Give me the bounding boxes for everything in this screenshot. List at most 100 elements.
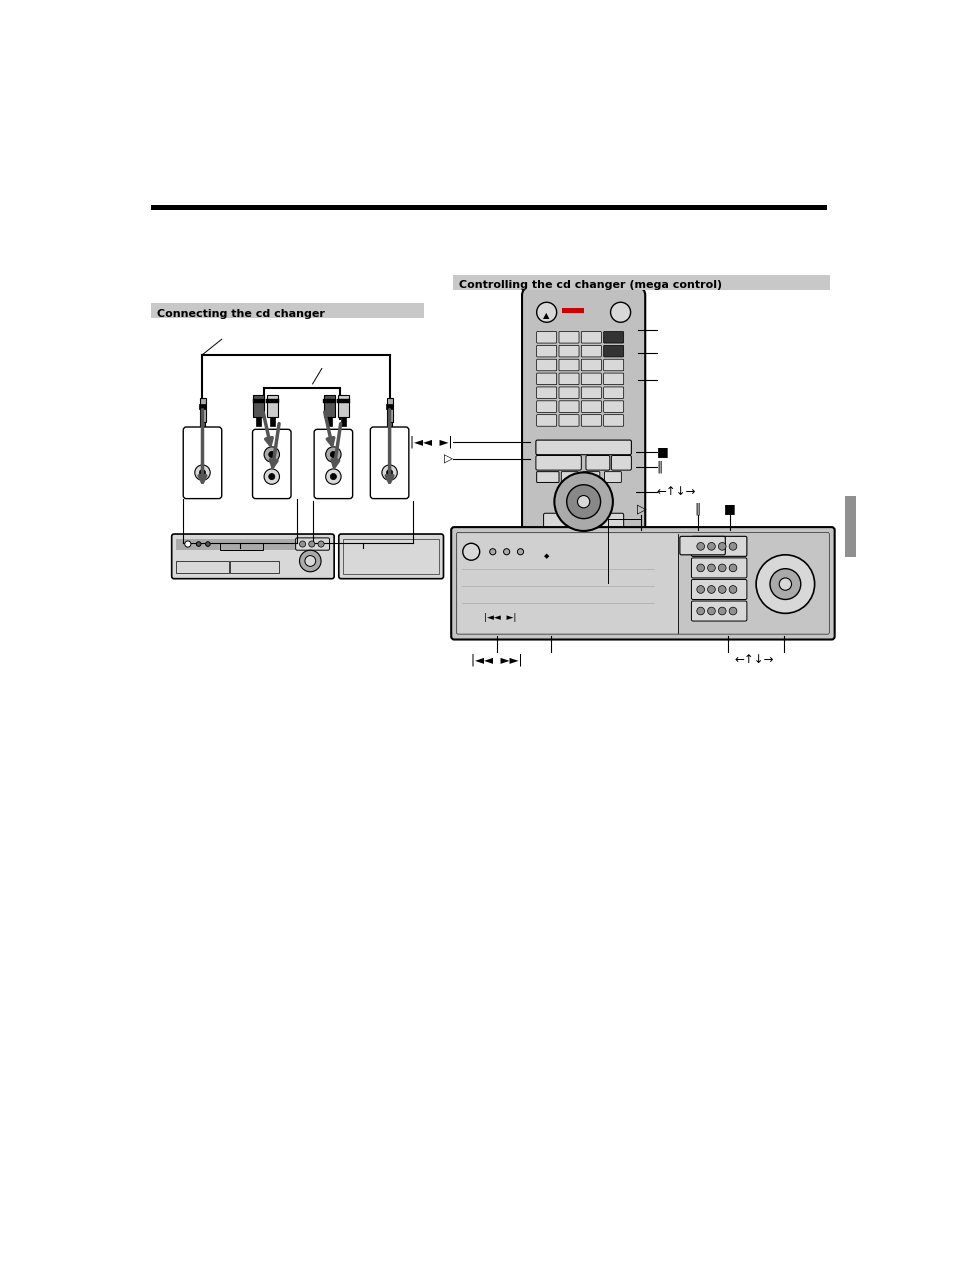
Text: ▷: ▷: [443, 452, 453, 466]
Bar: [176, 539, 329, 550]
FancyBboxPatch shape: [172, 534, 334, 578]
FancyBboxPatch shape: [580, 359, 600, 371]
Circle shape: [718, 608, 725, 615]
FancyBboxPatch shape: [691, 580, 746, 600]
Circle shape: [503, 549, 509, 554]
Circle shape: [325, 447, 341, 462]
Bar: [256, 417, 261, 427]
Circle shape: [537, 302, 557, 322]
FancyBboxPatch shape: [537, 387, 557, 399]
Text: Connecting the cd changer: Connecting the cd changer: [157, 308, 325, 318]
FancyBboxPatch shape: [536, 456, 580, 470]
FancyBboxPatch shape: [580, 373, 600, 385]
FancyBboxPatch shape: [536, 440, 631, 455]
FancyBboxPatch shape: [603, 373, 623, 385]
Circle shape: [299, 541, 305, 547]
Bar: [253, 395, 264, 417]
Circle shape: [718, 586, 725, 594]
Text: ◆: ◆: [543, 553, 549, 559]
Circle shape: [196, 541, 201, 547]
Circle shape: [718, 564, 725, 572]
Circle shape: [269, 451, 274, 457]
FancyBboxPatch shape: [537, 414, 557, 427]
Text: |◄◄  ►►|: |◄◄ ►►|: [471, 654, 522, 666]
FancyBboxPatch shape: [183, 427, 221, 498]
Circle shape: [325, 469, 341, 484]
FancyBboxPatch shape: [558, 345, 578, 357]
FancyBboxPatch shape: [451, 527, 834, 640]
FancyBboxPatch shape: [580, 331, 600, 343]
FancyBboxPatch shape: [521, 288, 644, 541]
FancyBboxPatch shape: [253, 429, 291, 498]
Text: ■: ■: [656, 445, 668, 459]
Circle shape: [194, 465, 210, 480]
Bar: [324, 395, 335, 417]
FancyBboxPatch shape: [560, 471, 578, 483]
FancyBboxPatch shape: [603, 331, 623, 343]
Circle shape: [305, 555, 315, 567]
Circle shape: [707, 586, 715, 594]
Bar: [844, 496, 856, 557]
FancyBboxPatch shape: [679, 536, 724, 554]
Circle shape: [707, 564, 715, 572]
FancyBboxPatch shape: [604, 471, 620, 483]
Circle shape: [317, 541, 324, 547]
Circle shape: [728, 586, 736, 594]
Circle shape: [707, 608, 715, 615]
FancyBboxPatch shape: [295, 538, 329, 550]
FancyBboxPatch shape: [537, 331, 557, 343]
FancyBboxPatch shape: [691, 601, 746, 620]
Bar: [151, 303, 424, 318]
Bar: [343, 539, 438, 575]
Bar: [387, 397, 393, 423]
FancyBboxPatch shape: [558, 387, 578, 399]
Text: ‖: ‖: [694, 502, 700, 515]
Text: ‖: ‖: [656, 460, 662, 474]
FancyBboxPatch shape: [537, 401, 557, 413]
Circle shape: [386, 470, 393, 475]
Circle shape: [185, 541, 191, 547]
Bar: [336, 399, 349, 403]
FancyBboxPatch shape: [611, 456, 631, 470]
Bar: [200, 423, 205, 431]
Circle shape: [756, 554, 814, 613]
Circle shape: [299, 550, 321, 572]
FancyBboxPatch shape: [603, 414, 623, 427]
FancyBboxPatch shape: [691, 536, 746, 557]
Circle shape: [728, 564, 736, 572]
Circle shape: [517, 549, 523, 554]
FancyBboxPatch shape: [603, 387, 623, 399]
FancyBboxPatch shape: [558, 414, 578, 427]
Circle shape: [264, 447, 279, 462]
Bar: [253, 399, 265, 403]
Circle shape: [610, 302, 630, 322]
Circle shape: [728, 543, 736, 550]
Text: ■: ■: [723, 502, 735, 515]
Circle shape: [707, 543, 715, 550]
Bar: [198, 404, 206, 409]
Bar: [337, 395, 349, 417]
Circle shape: [330, 451, 336, 457]
FancyBboxPatch shape: [537, 471, 558, 483]
FancyBboxPatch shape: [691, 558, 746, 578]
Circle shape: [696, 564, 703, 572]
Circle shape: [769, 568, 800, 600]
Bar: [561, 307, 583, 313]
Bar: [387, 423, 392, 431]
Circle shape: [330, 474, 336, 480]
Bar: [385, 404, 393, 409]
Circle shape: [381, 465, 396, 480]
Bar: [453, 274, 829, 290]
FancyBboxPatch shape: [543, 513, 623, 531]
Bar: [327, 417, 332, 427]
Bar: [200, 397, 205, 423]
Text: |◄◄  ►|: |◄◄ ►|: [484, 613, 517, 622]
FancyBboxPatch shape: [603, 359, 623, 371]
FancyBboxPatch shape: [558, 359, 578, 371]
FancyBboxPatch shape: [580, 345, 600, 357]
Circle shape: [728, 608, 736, 615]
FancyBboxPatch shape: [582, 471, 599, 483]
FancyBboxPatch shape: [558, 331, 578, 343]
Circle shape: [554, 473, 612, 531]
Circle shape: [696, 608, 703, 615]
